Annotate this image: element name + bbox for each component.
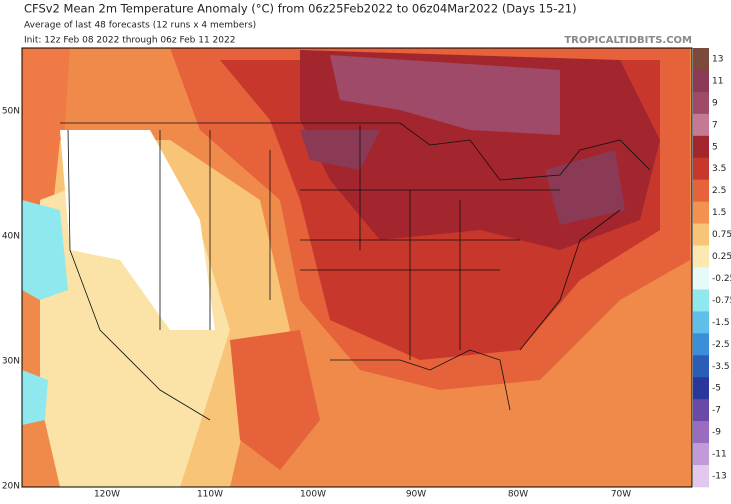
colorbar-segment: [693, 179, 709, 202]
colorbar-label: 3.5: [712, 164, 726, 174]
lon-label: 70W: [611, 490, 631, 500]
colorbar-label: -13: [712, 472, 727, 482]
map: [22, 48, 692, 487]
colorbar-label: 1.5: [712, 208, 726, 218]
colorbar-label: 0.25: [712, 252, 731, 262]
colorbar-segment: [693, 223, 709, 246]
lon-label: 100W: [300, 490, 326, 500]
colorbar-label: 13: [712, 54, 723, 64]
lat-label: 30N: [2, 357, 20, 367]
colorbar-segment: [693, 157, 709, 180]
lat-label: 20N: [2, 482, 20, 492]
colorbar-segment: [693, 267, 709, 290]
colorbar-segment: [693, 355, 709, 378]
lon-label: 90W: [406, 490, 426, 500]
lon-label: 110W: [197, 490, 223, 500]
colorbar-label: 11: [712, 76, 723, 86]
colorbar-segment: [693, 201, 709, 224]
colorbar-label: -2.5: [712, 340, 730, 350]
colorbar-segment: [693, 113, 709, 137]
colorbar-label: 9: [712, 98, 718, 108]
map-frame: [21, 47, 693, 488]
colorbar-segment: [693, 465, 709, 488]
colorbar-label: -5: [712, 384, 721, 394]
colorbar-segment: [693, 135, 709, 159]
colorbar-label: 5: [712, 142, 718, 152]
colorbar-label: -3.5: [712, 362, 730, 372]
colorbar-label: -0.75: [712, 296, 731, 306]
colorbar-label: -11: [712, 450, 727, 460]
credit: TROPICALTIDBITS.COM: [564, 35, 692, 46]
colorbar-segment: [693, 377, 709, 400]
colorbar-segment: [693, 421, 709, 444]
colorbar-label: 2.5: [712, 186, 726, 196]
colorbar-segment: [693, 245, 709, 268]
colorbar-segment: [693, 289, 709, 312]
colorbar-label: 0.75: [712, 230, 731, 240]
colorbar-segment: [693, 311, 709, 334]
title: CFSv2 Mean 2m Temperature Anomaly (°C) f…: [24, 2, 577, 16]
colorbar-label: -0.25: [712, 274, 731, 284]
colorbar-label: 7: [712, 120, 718, 130]
init-text: Init: 12z Feb 08 2022 through 06z Feb 11…: [24, 36, 235, 46]
lon-label: 80W: [508, 490, 528, 500]
colorbar-label: -1.5: [712, 318, 730, 328]
colorbar-label: -7: [712, 406, 721, 416]
subtitle: Average of last 48 forecasts (12 runs x …: [24, 21, 256, 31]
colorbar-segment: [693, 443, 709, 466]
lon-label: 120W: [94, 490, 120, 500]
colorbar-segment: [693, 48, 709, 71]
colorbar-segment: [693, 69, 709, 93]
lat-label: 40N: [2, 232, 20, 242]
colorbar-segment: [693, 333, 709, 356]
colorbar-segment: [693, 399, 709, 422]
lat-label: 50N: [2, 107, 20, 117]
colorbar-segment: [693, 91, 709, 115]
colorbar-label: -9: [712, 428, 721, 438]
